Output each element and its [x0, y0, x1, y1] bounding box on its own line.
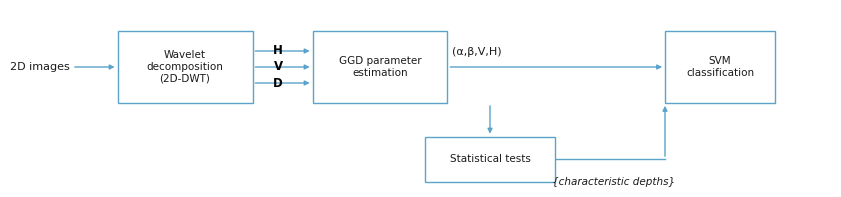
Text: GGD parameter
estimation: GGD parameter estimation	[339, 56, 421, 78]
Text: (α,β,V,H): (α,β,V,H)	[452, 47, 501, 57]
Text: {characteristic depths}: {characteristic depths}	[552, 177, 675, 187]
Text: SVM
classification: SVM classification	[686, 56, 754, 78]
Text: Statistical tests: Statistical tests	[450, 154, 531, 164]
FancyBboxPatch shape	[313, 31, 447, 103]
Text: D: D	[273, 76, 283, 89]
FancyBboxPatch shape	[425, 137, 555, 181]
Text: H: H	[273, 45, 283, 58]
Text: V: V	[273, 60, 283, 73]
Text: Wavelet
decomposition
(2D-DWT): Wavelet decomposition (2D-DWT)	[146, 50, 224, 84]
FancyBboxPatch shape	[665, 31, 775, 103]
Text: 2D images: 2D images	[10, 62, 70, 72]
FancyBboxPatch shape	[118, 31, 252, 103]
